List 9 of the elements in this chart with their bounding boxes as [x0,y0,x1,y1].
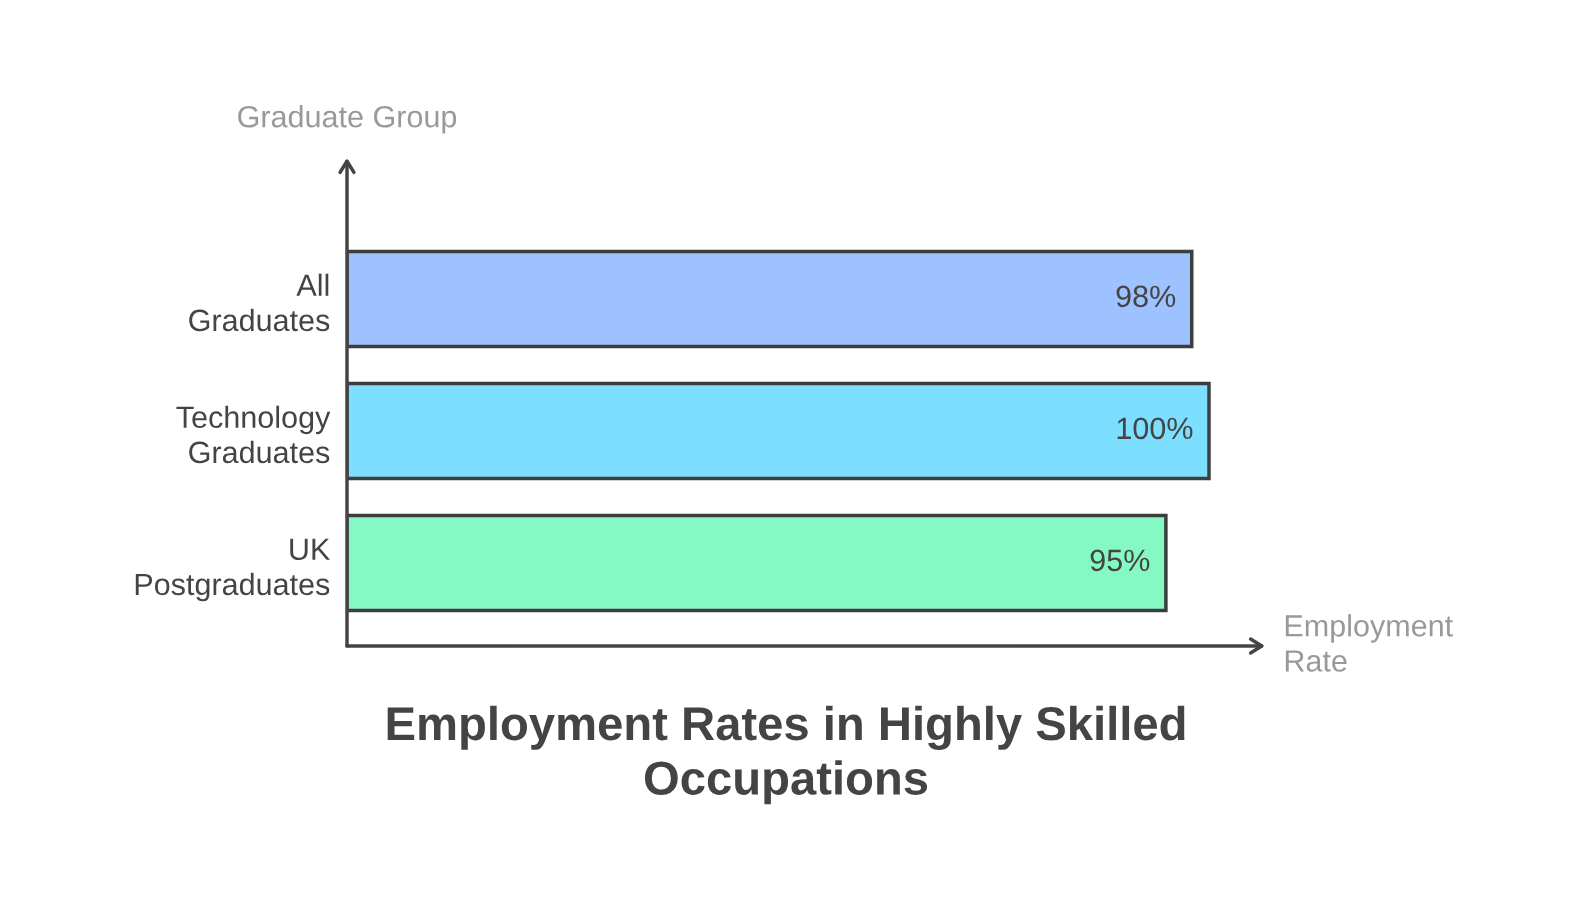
y-tick-label: All Graduates [189,273,330,332]
text: Employment Rates in Highly Skilled Occupations [387,705,1185,805]
data-label: 100% [1117,417,1193,440]
y-tick-label: Technology Graduates [176,405,331,464]
x-axis-title: Employment Rate [1285,614,1453,672]
data-label: 95% [1090,549,1150,572]
data-label: 98% [1116,285,1176,308]
y-axis-title: Graduate Group [238,105,457,134]
y-tick-label: UK Postgraduates [135,538,330,602]
